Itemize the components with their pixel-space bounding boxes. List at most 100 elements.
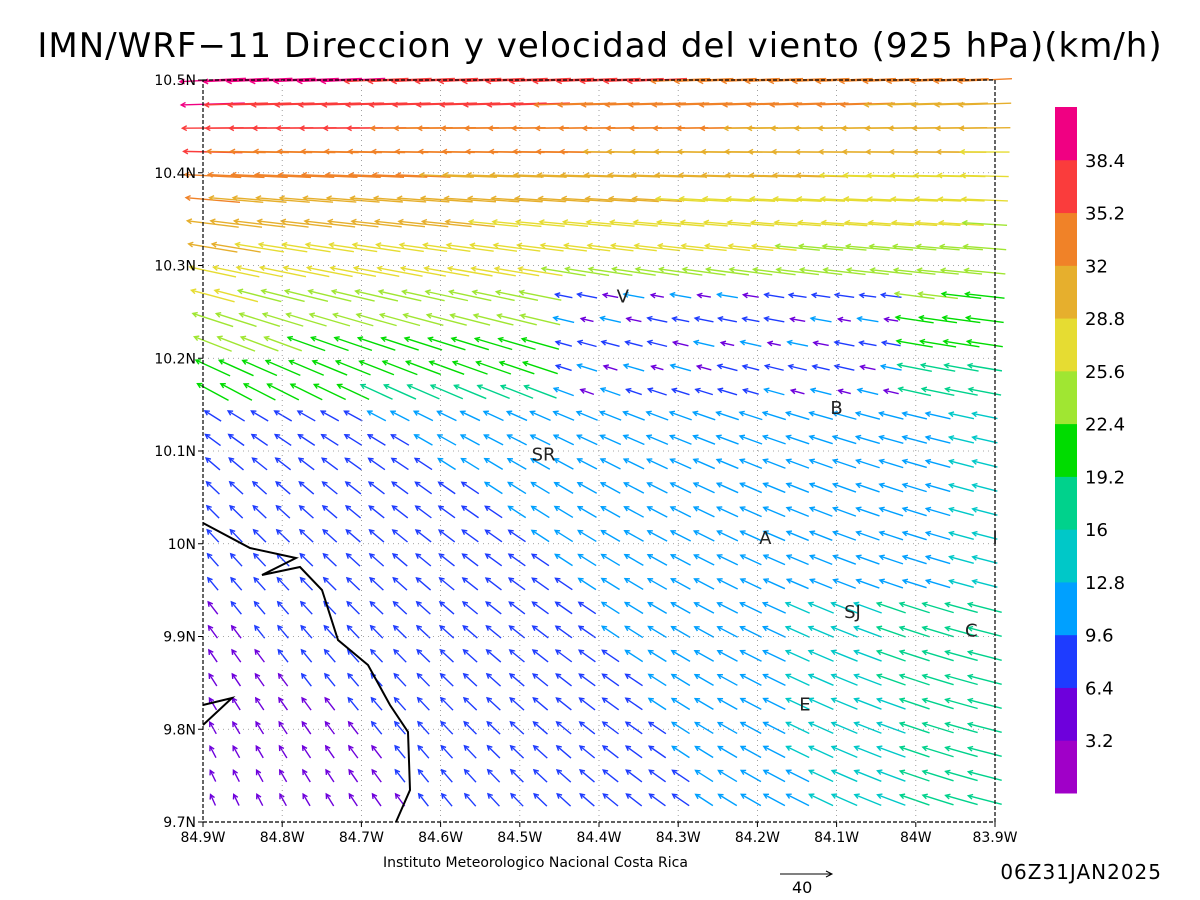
wind-vector — [392, 624, 407, 639]
wind-vector — [328, 242, 378, 253]
wind-vector — [209, 793, 217, 806]
wind-vector — [351, 242, 401, 253]
wind-vector — [701, 195, 752, 203]
wind-vector — [625, 316, 642, 323]
wind-vector — [960, 196, 1008, 203]
wind-vector — [966, 601, 1002, 613]
wind-vector — [647, 697, 667, 711]
wind-vector — [624, 745, 643, 759]
wind-vector — [459, 434, 480, 446]
colorbar-swatch — [1055, 159, 1077, 214]
wind-vector — [645, 410, 669, 421]
wind-vector — [807, 745, 834, 759]
wind-vector — [348, 792, 358, 807]
wind-vector — [310, 335, 349, 352]
wind-vector — [837, 388, 851, 395]
wind-vector — [300, 624, 313, 639]
wind-vector — [257, 241, 308, 253]
wind-vector — [212, 265, 260, 278]
wind-vector — [440, 744, 454, 759]
wind-vector — [716, 387, 738, 396]
wind-vector — [305, 265, 353, 278]
wind-vector — [232, 768, 240, 783]
wind-vector — [300, 171, 358, 179]
wind-vector — [453, 384, 487, 400]
wind-vector — [762, 721, 786, 735]
wind-vector — [739, 506, 762, 518]
wind-vector — [230, 171, 288, 179]
wind-vector — [809, 387, 832, 396]
wind-vector — [393, 648, 407, 663]
wind-vector — [236, 288, 282, 303]
wind-vector — [670, 625, 691, 638]
wind-vector — [485, 625, 502, 639]
wind-vector — [715, 410, 739, 421]
wind-vector — [529, 434, 551, 446]
wind-vector — [751, 266, 796, 276]
wind-vector — [345, 528, 361, 543]
x-tick-label: 84.5W — [497, 830, 542, 846]
wind-vector — [894, 314, 934, 324]
wind-vector — [624, 697, 643, 711]
wind-vector — [898, 601, 930, 614]
wind-vector — [406, 383, 440, 400]
wind-vector — [784, 673, 810, 686]
wind-vector — [368, 505, 385, 519]
wind-vector — [278, 696, 289, 711]
colorbar-swatch — [1055, 476, 1077, 530]
wind-vector — [763, 387, 785, 396]
wind-vector — [507, 529, 526, 543]
wind-vector — [576, 458, 598, 470]
wind-vector — [716, 697, 738, 710]
wind-vector — [647, 601, 668, 614]
wind-vector — [179, 101, 245, 108]
wind-vector — [762, 649, 786, 662]
wind-vector — [226, 101, 292, 108]
wind-vector — [807, 649, 834, 662]
wind-vector — [924, 458, 951, 469]
wind-vector — [773, 219, 821, 227]
wind-vector — [422, 242, 471, 252]
wind-vector — [323, 648, 336, 663]
wind-vector — [599, 315, 622, 323]
wind-vector — [815, 77, 873, 85]
wind-vector — [670, 387, 690, 396]
wind-vector — [924, 530, 951, 541]
wind-vector — [962, 243, 1007, 251]
wind-vector — [627, 101, 687, 108]
wind-vector — [944, 673, 978, 686]
wind-vector — [807, 673, 834, 686]
wind-vector — [520, 336, 560, 350]
wind-vector — [646, 339, 668, 348]
wind-vector — [344, 457, 362, 471]
wind-vector — [893, 291, 935, 300]
wind-vector — [921, 697, 954, 710]
wind-vector — [878, 506, 904, 517]
wind-vector — [208, 672, 218, 687]
wind-vector — [833, 363, 855, 371]
wind-vector — [554, 625, 573, 639]
wind-vector — [209, 744, 217, 759]
wind-vector — [358, 359, 395, 376]
wind-vector — [971, 506, 998, 516]
wind-vector — [463, 720, 477, 735]
wind-vector — [622, 434, 645, 446]
wind-vector — [921, 601, 954, 614]
wind-vector — [830, 721, 858, 734]
wind-vector — [901, 411, 928, 420]
wind-vector — [895, 338, 933, 348]
colorbar-swatch — [1055, 265, 1077, 319]
wind-vector — [380, 336, 419, 351]
wind-vector — [941, 314, 981, 324]
wind-vector — [921, 745, 954, 758]
wind-vector — [762, 506, 786, 518]
colorbar-label: 32 — [1085, 256, 1108, 277]
wind-vector — [845, 267, 889, 276]
wind-vector — [251, 457, 268, 471]
wind-vector — [297, 101, 361, 108]
wind-vector — [425, 312, 467, 326]
wind-vector — [539, 242, 587, 252]
wind-vector — [948, 482, 974, 492]
wind-vector — [371, 768, 382, 783]
wind-vector — [523, 384, 557, 399]
